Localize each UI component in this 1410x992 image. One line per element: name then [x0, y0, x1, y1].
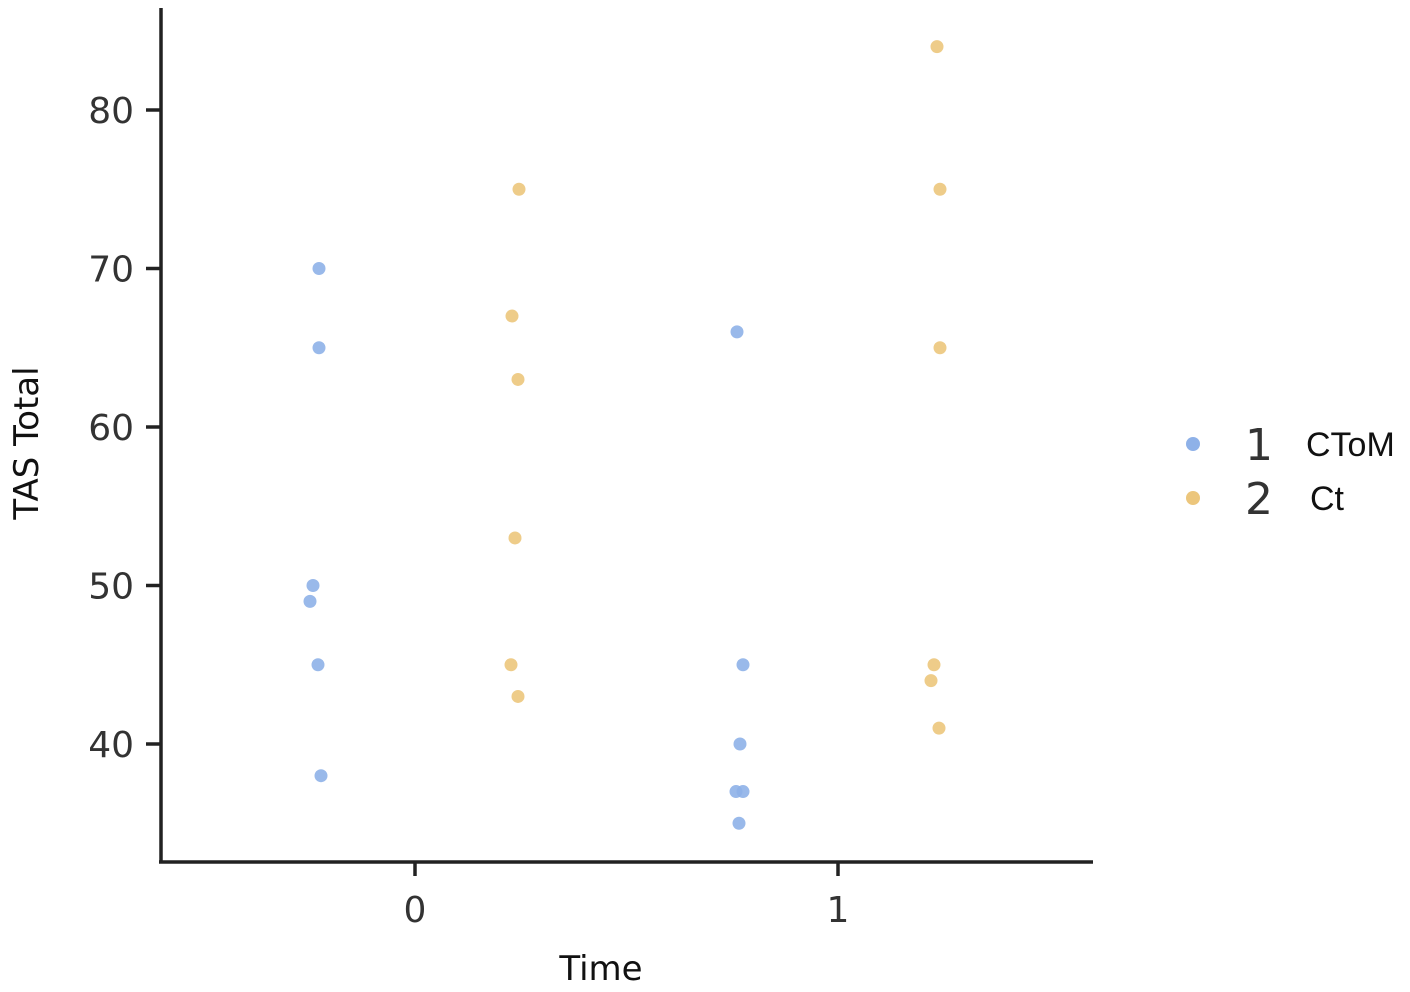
data-point-series-1 — [736, 658, 750, 672]
data-point-series-1 — [312, 341, 326, 355]
data-point-series-2 — [924, 674, 938, 688]
y-tick-label: 70 — [88, 250, 134, 291]
data-point-series-2 — [505, 309, 519, 323]
data-point-series-2 — [504, 658, 518, 672]
legend-marker-2 — [1186, 491, 1200, 505]
y-axis-ticks: 40 50 60 70 80 — [88, 91, 161, 766]
x-tick-label: 0 — [404, 890, 427, 931]
legend-key: 2 — [1245, 474, 1273, 525]
x-axis-title: Time — [558, 949, 642, 989]
x-tick-label: 1 — [827, 890, 850, 931]
data-point-series-2 — [508, 531, 522, 545]
legend-key: 1 — [1245, 420, 1273, 471]
data-point-series-2 — [927, 658, 941, 672]
data-point-series-2 — [932, 721, 946, 735]
y-tick-label: 50 — [88, 567, 134, 608]
legend-label: Ct — [1310, 480, 1345, 518]
y-axis-title: TAS Total — [7, 366, 47, 520]
y-tick-label: 80 — [88, 91, 134, 132]
data-point-series-2 — [511, 372, 525, 386]
y-tick-label: 60 — [88, 408, 134, 449]
data-point-series-2 — [933, 182, 947, 196]
legend-label: CToM — [1306, 426, 1395, 464]
data-point-series-1 — [732, 816, 746, 830]
data-points — [303, 40, 947, 830]
data-point-series-1 — [730, 325, 744, 339]
y-tick-label: 40 — [88, 725, 134, 766]
data-point-series-1 — [311, 658, 325, 672]
data-point-series-1 — [733, 737, 747, 751]
data-point-series-1 — [736, 785, 750, 799]
data-point-series-1 — [312, 262, 326, 275]
legend-marker-1 — [1186, 437, 1200, 451]
data-point-series-2 — [511, 689, 525, 703]
data-point-series-1 — [306, 579, 320, 592]
legend: 1 CToM 2 Ct — [1186, 420, 1395, 525]
data-point-series-1 — [314, 769, 328, 783]
data-point-series-2 — [512, 182, 526, 196]
data-point-series-2 — [930, 40, 944, 54]
data-point-series-2 — [933, 341, 947, 355]
data-point-series-1 — [303, 594, 317, 608]
